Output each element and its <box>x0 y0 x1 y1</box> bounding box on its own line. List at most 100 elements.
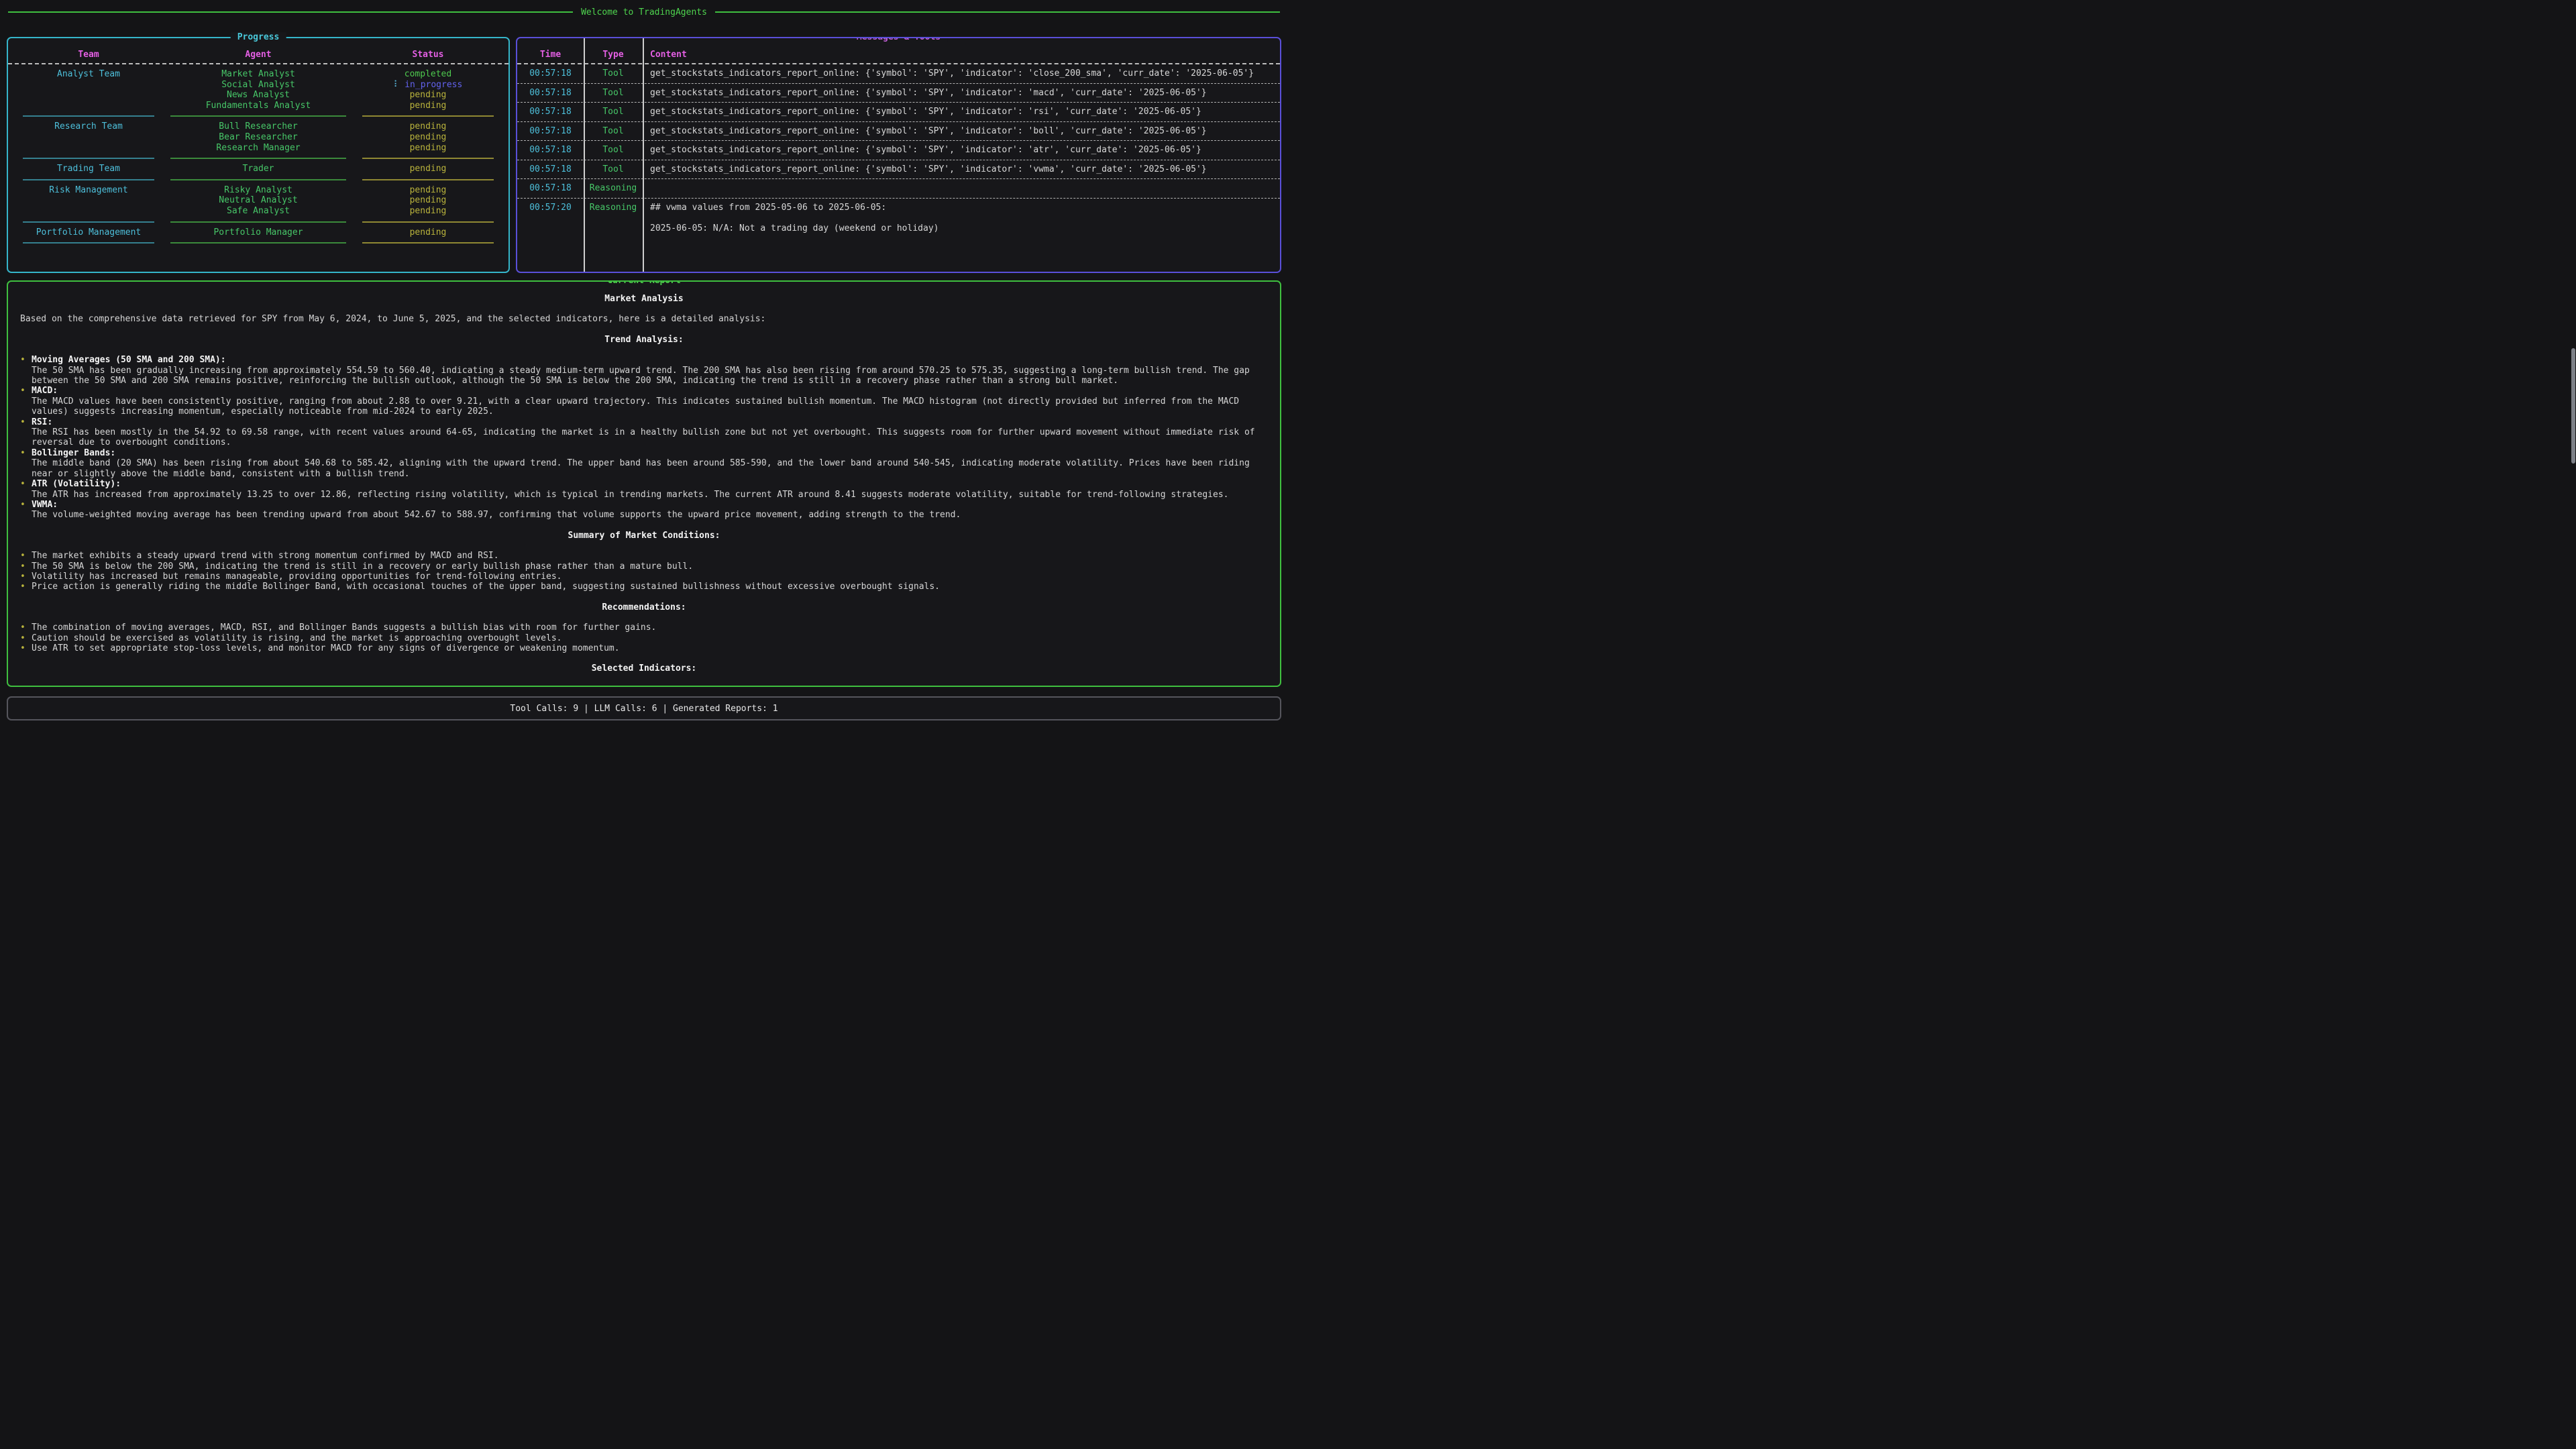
content-line: get_stockstats_indicators_report_online:… <box>650 68 1254 78</box>
message-content: get_stockstats_indicators_report_online:… <box>643 145 1280 156</box>
column-header-status: Status <box>412 49 444 60</box>
progress-row: Safe Analyst pending <box>15 206 502 217</box>
bullet-content: The combination of moving averages, MACD… <box>32 623 1268 633</box>
bullet-text: Use ATR to set appropriate stop-loss lev… <box>32 643 620 653</box>
message-time: 00:57:18 <box>529 145 572 155</box>
message-type: Tool <box>602 125 624 136</box>
separator-segment <box>23 178 154 180</box>
bullet-content: Price action is generally riding the mid… <box>32 582 1268 592</box>
status-in_progress: ⠇ in_progress <box>354 80 502 91</box>
report-paragraph: Based on the comprehensive data retrieve… <box>20 314 766 325</box>
bullet-title: RSI: <box>32 417 53 427</box>
bullet-content: Moving Averages (50 SMA and 200 SMA): The… <box>32 355 1268 386</box>
bullet-icon: • <box>20 633 25 643</box>
message-time: 00:57:18 <box>529 125 572 136</box>
content-line: get_stockstats_indicators_report_online:… <box>650 125 1207 136</box>
team-name: Research Team <box>54 121 123 132</box>
report-heading: Recommendations: <box>602 602 686 612</box>
message-type: Tool <box>602 145 624 155</box>
report-panel-title: Current Report <box>600 282 688 286</box>
message-content: get_stockstats_indicators_report_online:… <box>643 164 1280 175</box>
agent-name: Research Manager <box>216 142 301 153</box>
message-row: 00:57:18 Tool get_stockstats_indicators_re… <box>517 84 1280 103</box>
separator-segment <box>362 221 494 223</box>
bullet-title: VWMA: <box>32 499 58 510</box>
progress-row: Neutral Analyst pending <box>15 195 502 206</box>
message-content <box>643 183 1280 194</box>
progress-table: Team Agent Status Analyst Team Market Ana… <box>8 38 508 248</box>
separator-segment <box>362 178 494 180</box>
welcome-title: Welcome to TradingAgents <box>581 7 707 17</box>
messages-table: Time Type Content 00:57:18 Tool get_stocks… <box>517 38 1280 272</box>
agent-name: Social Analyst <box>221 79 295 90</box>
progress-row: Research Manager pending <box>15 143 502 154</box>
bullet-text: Volatility has increased but remains man… <box>32 571 562 582</box>
message-row: 00:57:18 Tool get_stockstats_indicators_re… <box>517 103 1280 122</box>
progress-table-body: Analyst Team Market Analyst completed Socia… <box>15 69 502 248</box>
report-bullet-item: • RSI: The RSI has been mostly in the 54.9… <box>20 417 1268 448</box>
report-bullet-list: • The market exhibits a steady upward tre… <box>20 551 1268 592</box>
bullet-content: MACD: The MACD values have been consisten… <box>32 386 1268 417</box>
status-pending: pending <box>354 164 502 174</box>
report-bullet-list: • Moving Averages (50 SMA and 200 SMA): Th… <box>20 355 1268 521</box>
status-pending: pending <box>354 206 502 217</box>
separator-segment <box>23 221 154 223</box>
separator-segment <box>23 115 154 117</box>
messages-table-header: Time Type Content <box>517 46 1280 63</box>
group-separator <box>15 153 502 164</box>
bullet-text: The RSI has been mostly in the 54.92 to … <box>32 427 1255 448</box>
status-label: pending <box>409 227 447 237</box>
team-name <box>15 80 162 91</box>
bullet-icon: • <box>20 551 25 561</box>
column-divider <box>643 38 644 272</box>
bullet-text: The middle band (20 SMA) has been rising… <box>32 458 1250 479</box>
scrollbar-thumb[interactable] <box>2571 348 2575 464</box>
header-separator <box>517 63 1280 64</box>
progress-row: Trading Team Trader pending <box>15 164 502 174</box>
separator-segment <box>362 242 494 244</box>
agent-name: Trader <box>242 164 274 174</box>
team-name <box>15 143 162 154</box>
status-pending: pending <box>354 195 502 206</box>
column-header-team: Team <box>78 49 99 60</box>
message-time: 00:57:18 <box>529 183 572 193</box>
bullet-text: The ATR has increased from approximately… <box>32 489 1229 500</box>
bullet-text: The combination of moving averages, MACD… <box>32 623 657 633</box>
report-bullet-item: • Bollinger Bands: The middle band (20 SMA… <box>20 448 1268 479</box>
progress-row: Bear Researcher pending <box>15 132 502 143</box>
bullet-content: Volatility has increased but remains man… <box>32 572 1268 582</box>
bullet-title: Moving Averages (50 SMA and 200 SMA): <box>32 355 226 366</box>
team-name <box>15 206 162 217</box>
status-label: completed <box>404 69 452 79</box>
message-row: 00:57:18 Tool get_stockstats_indicators_re… <box>517 141 1280 160</box>
separator-segment <box>170 115 346 117</box>
message-content: get_stockstats_indicators_report_online:… <box>643 68 1280 79</box>
bullet-text: Price action is generally riding the mid… <box>32 582 941 592</box>
team-name: Portfolio Management <box>36 227 142 237</box>
bullet-content: Use ATR to set appropriate stop-loss lev… <box>32 643 1268 653</box>
progress-panel: Progress Team Agent Status Analyst Team M… <box>7 32 510 273</box>
messages-panel: Messages & Tools Time Type Content 00:57… <box>516 37 1281 273</box>
message-type: Reasoning <box>589 202 637 213</box>
current-report-panel: Current Report Market Analysis Based on t… <box>7 280 1281 687</box>
bullet-icon: • <box>20 561 25 572</box>
bullet-text: The volume-weighted moving average has b… <box>32 510 961 521</box>
column-header-time: Time <box>539 49 561 60</box>
spinner-icon: ⠇ <box>393 79 400 90</box>
message-content: get_stockstats_indicators_report_online:… <box>643 107 1280 117</box>
team-name: Risk Management <box>49 184 128 195</box>
status-label: pending <box>409 100 447 111</box>
message-row: 00:57:18 Tool get_stockstats_indicators_re… <box>517 160 1280 179</box>
bullet-content: ATR (Volatility): The ATR has increased f… <box>32 479 1268 500</box>
status-label: pending <box>409 90 447 101</box>
bullet-icon: • <box>20 643 25 653</box>
messages-panel-title: Messages & Tools <box>849 38 948 42</box>
messages-table-body: 00:57:18 Tool get_stockstats_indicators_re… <box>517 64 1280 237</box>
message-type: Reasoning <box>589 183 637 193</box>
agent-name: Fundamentals Analyst <box>205 100 311 111</box>
content-line <box>650 183 1280 194</box>
column-header-content: Content <box>650 49 687 60</box>
message-time: 00:57:20 <box>529 202 572 213</box>
report-heading: Summary of Market Conditions: <box>568 530 720 541</box>
progress-table-header: Team Agent Status <box>15 46 502 63</box>
